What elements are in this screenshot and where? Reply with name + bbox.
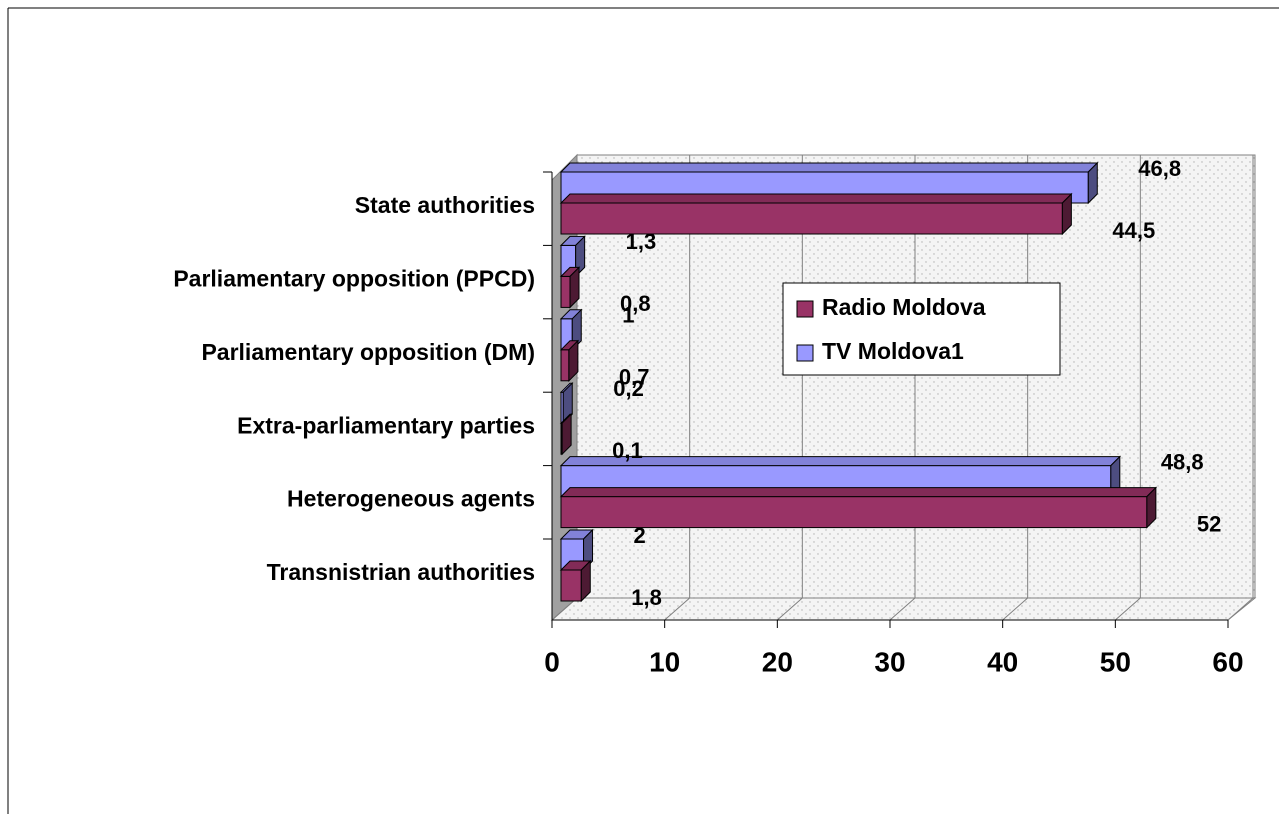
legend-swatch [796, 300, 814, 318]
category-label: Parliamentary opposition (DM) [201, 339, 535, 365]
bar-side [580, 559, 591, 603]
value-label: 0,8 [620, 291, 651, 316]
x-tick-label: 20 [762, 646, 793, 677]
grid-line [1002, 597, 1028, 621]
category-label: State authorities [355, 192, 535, 218]
category-label: Extra-parliamentary parties [237, 412, 535, 438]
bar-side [571, 308, 582, 352]
value-label: 0,2 [613, 376, 644, 401]
bar [560, 202, 1063, 235]
value-label: 1,8 [631, 585, 662, 610]
grid-line [889, 597, 916, 621]
value-label: 46,8 [1138, 156, 1181, 181]
bar [560, 349, 570, 382]
bar [560, 496, 1148, 529]
bar-top [559, 193, 1073, 204]
x-tick-label: 30 [874, 646, 905, 677]
bar-side [562, 381, 573, 425]
bar-side [561, 412, 572, 456]
bar-top [559, 162, 1099, 173]
category-label: Heterogeneous agents [287, 486, 535, 512]
bar-side [1087, 161, 1098, 205]
value-label: 52 [1197, 511, 1221, 536]
grid-line [777, 597, 803, 621]
grid-line [1227, 597, 1254, 621]
value-label: 44,5 [1112, 218, 1155, 243]
value-label: 2 [634, 523, 646, 548]
category-label: Transnistrian authorities [267, 559, 535, 585]
value-label: 1,3 [626, 229, 657, 254]
value-label: 0,7 [619, 365, 650, 390]
grid-line [1115, 597, 1141, 621]
legend-label: TV Moldova1 [822, 338, 964, 364]
x-tick-label: 50 [1100, 646, 1131, 677]
value-label: 0,1 [612, 438, 643, 463]
value-label: 1 [622, 303, 634, 328]
bar-side [569, 266, 580, 309]
bar-side [575, 235, 586, 278]
x-tick-label: 0 [544, 646, 560, 677]
legend-swatch [796, 344, 814, 362]
bar-top [559, 456, 1122, 467]
x-tick-label: 10 [649, 646, 680, 677]
bar-side [1061, 192, 1072, 236]
bar-top [559, 487, 1158, 498]
legend [782, 282, 1061, 376]
value-label: 48,8 [1161, 449, 1204, 474]
x-tick-label: 60 [1212, 646, 1243, 677]
bar-side [583, 528, 594, 572]
grid-line [551, 597, 578, 621]
category-label: Parliamentary opposition (PPCD) [173, 265, 535, 291]
x-tick-label: 40 [987, 646, 1018, 677]
legend-label: Radio Moldova [822, 294, 986, 320]
bar [560, 569, 582, 602]
bar-side [568, 339, 579, 383]
bar-side [1146, 486, 1157, 529]
grid-line [664, 597, 690, 621]
bar [560, 275, 571, 308]
